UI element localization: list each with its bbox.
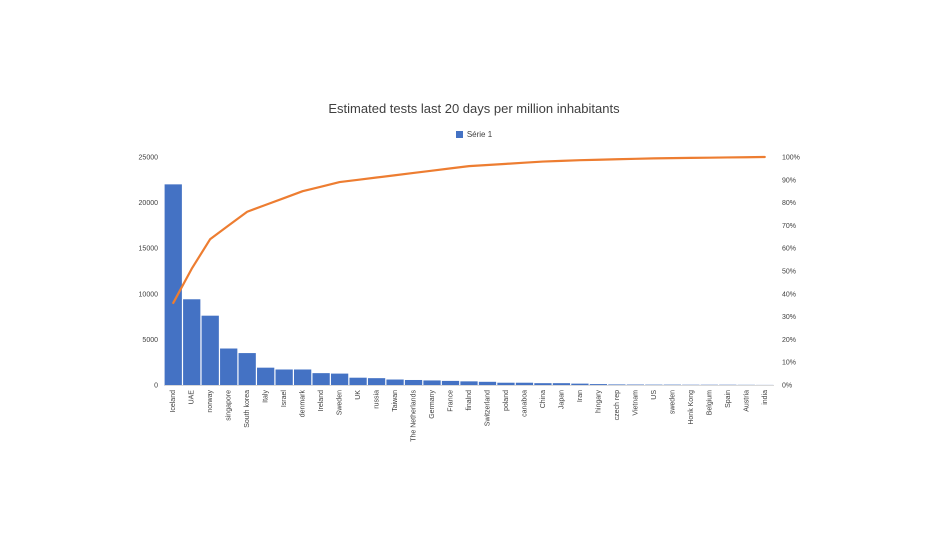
bar	[386, 379, 404, 385]
bar	[257, 367, 275, 385]
x-tick-label: South korea	[244, 390, 251, 428]
y2-tick-label: 40%	[782, 291, 796, 298]
bar	[534, 383, 552, 385]
x-tick-label: finalnd	[466, 390, 473, 411]
bar	[404, 379, 423, 385]
y-tick-label: 25000	[139, 155, 159, 162]
bar	[423, 380, 441, 385]
y2-tick-label: 20%	[782, 337, 796, 344]
bar	[367, 378, 386, 385]
bar	[478, 381, 497, 385]
legend-swatch-serie-1	[455, 131, 463, 138]
x-tick-label: Germany	[429, 390, 436, 419]
bar	[238, 353, 256, 385]
y2-tick-label: 80%	[782, 200, 796, 207]
y-tick-label: 10000	[139, 291, 159, 298]
y-tick-label: 20000	[139, 200, 159, 207]
x-tick-label: Switzerland	[484, 390, 491, 426]
legend-label-serie-1: Série 1	[466, 130, 493, 139]
y-tick-label: 0	[154, 383, 158, 390]
x-tick-label: canaboa	[521, 390, 528, 417]
y2-tick-label: 70%	[782, 223, 796, 230]
y2-tick-label: 50%	[782, 269, 796, 276]
x-tick-label: France	[448, 390, 455, 412]
x-tick-label: Japan	[558, 390, 565, 409]
y2-tick-label: 30%	[782, 314, 796, 321]
x-tick-label: Sweden	[337, 390, 344, 415]
bar	[460, 381, 478, 385]
bar	[608, 384, 626, 385]
bar	[275, 369, 293, 385]
bar	[497, 382, 515, 385]
bar	[220, 348, 238, 385]
x-tick-label: US	[651, 390, 658, 400]
bar	[571, 383, 589, 385]
x-tick-label: norway	[207, 390, 214, 413]
x-tick-label: czech rep	[614, 390, 621, 420]
x-tick-label: Israel	[281, 390, 288, 408]
bar	[164, 184, 182, 385]
legend: Série 1	[0, 130, 948, 139]
x-tick-label: Spain	[725, 390, 732, 408]
bar	[552, 383, 571, 385]
x-tick-label: singapore	[226, 390, 233, 421]
y-tick-label: 5000	[142, 337, 158, 344]
x-tick-label: China	[540, 390, 547, 408]
chart-title: Estimated tests last 20 days per million…	[328, 101, 620, 116]
y2-tick-label: 0%	[782, 383, 792, 390]
x-tick-label: Iceland	[170, 390, 177, 413]
y2-tick-label: 100%	[782, 155, 800, 162]
x-tick-label: russia	[374, 390, 381, 409]
bar	[183, 299, 201, 385]
x-tick-label: Belgium	[706, 390, 713, 415]
x-tick-label: Ireland	[318, 390, 325, 412]
x-tick-label: Italy	[263, 390, 270, 403]
x-tick-label: The Netherlands	[411, 390, 418, 442]
cumulative-line	[172, 155, 766, 305]
x-tick-label: UAE	[189, 390, 196, 405]
x-tick-label: hingary	[595, 390, 602, 413]
bar	[330, 373, 349, 385]
x-tick-label: denmark	[300, 390, 307, 418]
bar	[201, 315, 219, 385]
y2-tick-label: 10%	[782, 360, 796, 367]
y2-tick-label: 60%	[782, 246, 796, 253]
bar	[515, 382, 534, 385]
x-tick-label: poland	[503, 390, 510, 411]
x-tick-label: Honk Kong	[688, 390, 695, 425]
x-tick-label: Vietnam	[632, 390, 639, 416]
x-tick-label: Austria	[743, 390, 750, 412]
x-tick-label: UK	[355, 390, 362, 400]
bar	[349, 377, 367, 385]
x-tick-label: india	[762, 390, 769, 405]
x-tick-label: Taiwan	[392, 390, 399, 412]
y2-tick-label: 90%	[782, 177, 796, 184]
bar	[312, 373, 330, 385]
x-tick-label: Iran	[577, 390, 584, 402]
y-tick-label: 15000	[139, 246, 159, 253]
x-tick-label: sweden	[669, 390, 676, 414]
bar	[589, 384, 608, 385]
bar	[293, 369, 312, 385]
bar	[441, 380, 460, 385]
